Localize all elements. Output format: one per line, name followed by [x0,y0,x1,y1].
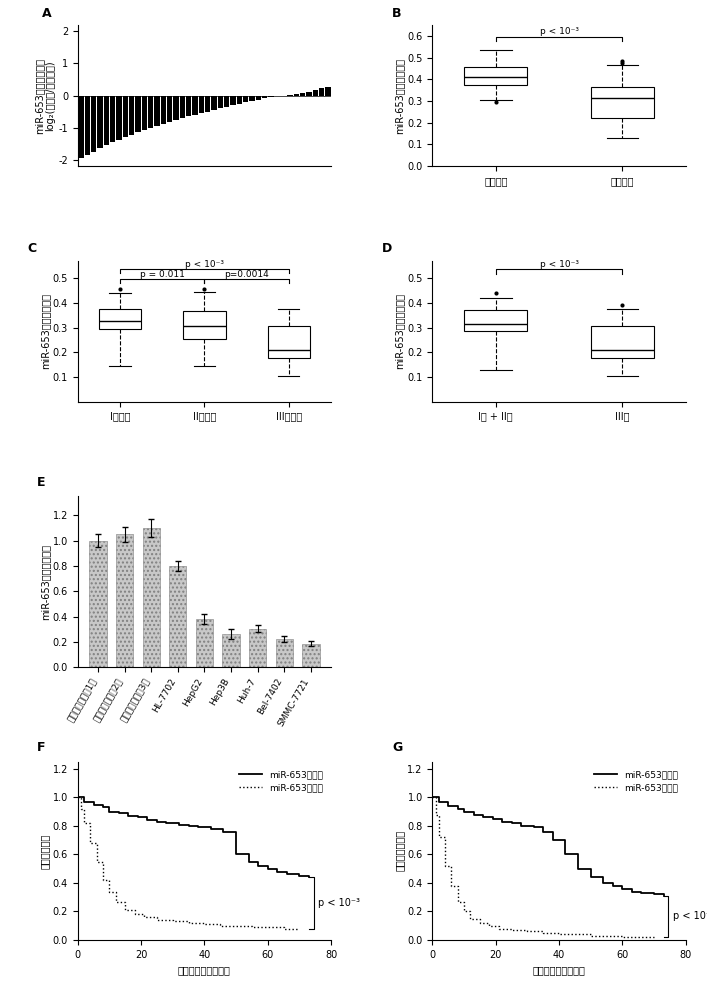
PathPatch shape [591,87,654,118]
Bar [143,528,160,667]
Text: F: F [37,741,46,754]
Bar [268,96,274,97]
Bar [160,96,166,124]
PathPatch shape [464,67,527,85]
Bar [192,96,198,115]
Bar [91,96,96,152]
Y-axis label: miR-653相对表达水平
log₂(癌组织/癌旁组织): miR-653相对表达水平 log₂(癌组织/癌旁组织) [34,58,56,134]
Bar [303,644,320,667]
Bar [300,93,305,96]
Y-axis label: miR-653相对表达水平: miR-653相对表达水平 [40,293,50,369]
Text: E: E [37,476,46,489]
X-axis label: 术后存活时间（月）: 术后存活时间（月） [532,965,585,975]
Text: p < 10⁻³: p < 10⁻³ [539,260,578,269]
Bar [293,94,299,96]
Bar [167,96,173,122]
X-axis label: 术后存活时间（月）: 术后存活时间（月） [178,965,231,975]
Legend: miR-653高表达, miR-653低表达: miR-653高表达, miR-653低表达 [235,766,327,796]
Text: p < 10⁻³: p < 10⁻³ [539,27,578,36]
Text: C: C [27,242,36,255]
Text: B: B [392,7,402,20]
Text: p=0.0014: p=0.0014 [224,270,269,279]
Bar [180,96,185,118]
Bar [243,96,248,102]
Text: p < 10⁻³: p < 10⁻³ [318,898,361,908]
Y-axis label: miR-653相对表达水平: miR-653相对表达水平 [40,544,50,620]
Bar [196,619,213,667]
Bar [129,96,134,135]
Bar [223,634,240,667]
Bar [78,96,83,158]
Bar [116,96,122,140]
Text: p = 0.011: p = 0.011 [140,270,185,279]
Bar [169,566,187,667]
Bar [256,96,261,100]
Bar [205,96,210,112]
Bar [312,90,318,96]
Bar [276,639,293,667]
Bar [173,96,179,120]
Text: p < 10⁻³: p < 10⁻³ [673,911,707,921]
Bar [148,96,153,128]
Bar [218,96,223,108]
PathPatch shape [464,310,527,331]
Y-axis label: miR-653相对表达水平: miR-653相对表达水平 [395,58,404,134]
PathPatch shape [99,309,141,329]
Bar [306,92,312,96]
PathPatch shape [183,311,226,339]
Y-axis label: 总体生存比例: 总体生存比例 [40,833,50,869]
Text: A: A [42,7,52,20]
Bar [116,534,133,667]
Bar [135,96,141,132]
Bar [89,541,107,667]
Bar [122,96,128,137]
Bar [250,96,255,101]
PathPatch shape [268,326,310,358]
Bar [230,96,235,105]
Text: p < 10⁻³: p < 10⁻³ [185,260,224,269]
Bar [325,87,331,96]
Bar [104,96,109,145]
Bar [141,96,147,130]
Bar [262,96,267,98]
Bar [186,96,192,116]
Y-axis label: 无复发生存比例: 无复发生存比例 [395,830,404,871]
Bar [98,96,103,148]
Text: G: G [392,741,402,754]
Bar [154,96,160,126]
Bar [199,96,204,113]
Text: D: D [382,242,392,255]
Bar [224,96,229,107]
Bar [319,88,325,96]
Bar [85,96,90,155]
Bar [249,629,267,667]
PathPatch shape [591,326,654,358]
Y-axis label: miR-653相对表达水平: miR-653相对表达水平 [395,293,404,369]
Bar [237,96,242,104]
Bar [110,96,115,142]
Legend: miR-653高表达, miR-653低表达: miR-653高表达, miR-653低表达 [590,766,682,796]
Bar [211,96,216,110]
